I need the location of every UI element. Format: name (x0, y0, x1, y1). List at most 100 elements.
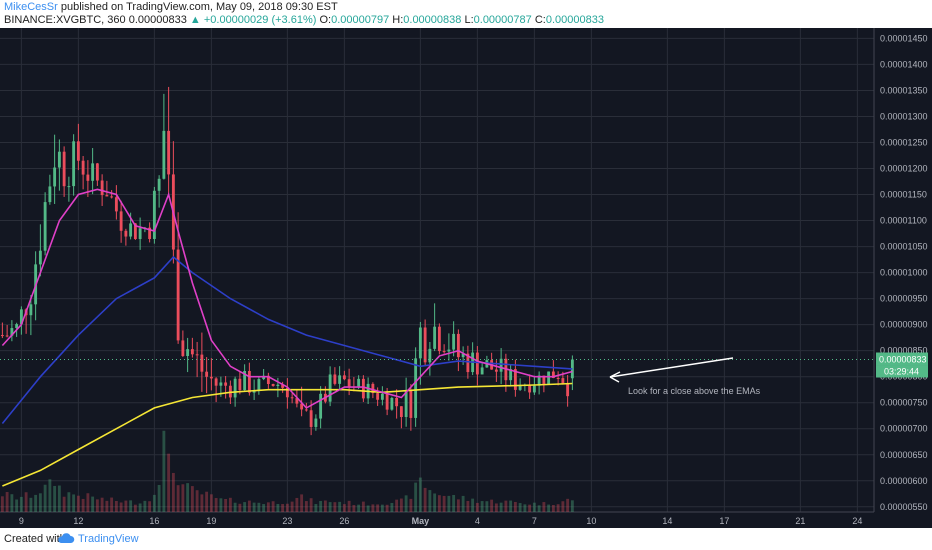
candle-body (276, 384, 280, 387)
candle-body (385, 393, 389, 410)
volume-bar (433, 493, 437, 512)
volume-bar (157, 484, 161, 512)
last-price-box (876, 352, 928, 366)
annotation-arrow (609, 357, 734, 378)
symbol-label: BINANCE:XVGBTC, 360 (4, 14, 126, 26)
volume-bar (547, 504, 551, 512)
x-tick-label: 16 (149, 516, 159, 526)
x-tick-label: 21 (795, 516, 805, 526)
volume-bar (447, 495, 451, 512)
candle-body (157, 178, 161, 191)
candle-body (338, 375, 342, 384)
volume-bar (91, 496, 95, 512)
candle-body (0, 335, 4, 337)
last-price: 0.00000833 (128, 14, 187, 26)
volume-bar (53, 485, 57, 512)
candle-body (214, 378, 218, 386)
candle-body (138, 228, 142, 240)
volume-bar (328, 502, 332, 512)
candle-body (148, 227, 152, 239)
volume-bar (352, 505, 356, 512)
volume-bar (385, 504, 389, 512)
x-tick-label: 23 (282, 516, 292, 526)
candle-body (76, 141, 80, 161)
volume-bar (490, 499, 494, 512)
candle-body (290, 397, 294, 399)
volume-bar (29, 497, 33, 512)
volume-bar (38, 493, 42, 512)
volume-bar (504, 500, 508, 512)
volume-bar (509, 500, 513, 512)
candle-body (347, 379, 351, 387)
candle-body (456, 333, 460, 358)
volume-bar (252, 502, 256, 512)
volume-bar (399, 498, 403, 512)
candle-body (119, 211, 123, 231)
y-tick-label: 0.00001200 (880, 164, 928, 174)
x-tick-label: 14 (662, 516, 672, 526)
publish-line: MikeCesSr published on TradingView.com, … (4, 1, 338, 14)
candle-body (418, 327, 422, 359)
volume-bar (499, 502, 503, 512)
price-chart[interactable]: 0.00001450 0.00001400 0.00001350 0.00001300… (0, 28, 932, 528)
candle-body (300, 403, 304, 410)
volume-bar (409, 498, 413, 512)
candle-body (5, 335, 9, 337)
y-tick-label: 0.00001450 (880, 33, 928, 43)
volume-bar (338, 501, 342, 512)
y-tick-label: 0.00000750 (880, 398, 928, 408)
volume-bar (342, 504, 346, 512)
candle-body (537, 375, 541, 386)
candle-body (209, 376, 213, 379)
candle-body (72, 141, 76, 187)
x-tick-label: 12 (73, 516, 83, 526)
volume-bar (76, 495, 80, 512)
volume-bar (162, 430, 166, 512)
open-label: O: (319, 14, 332, 26)
candle-body (167, 130, 171, 175)
candle-body (81, 160, 85, 175)
volume-bar (304, 501, 308, 512)
volume-bar (43, 484, 47, 512)
countdown-label: 03:29:44 (884, 367, 919, 377)
volume-bar (556, 504, 560, 512)
volume-bar (281, 504, 285, 512)
x-tick-label: 17 (719, 516, 729, 526)
volume-bar (532, 502, 536, 512)
high-value: 0.00000838 (403, 14, 462, 26)
candle-body (423, 327, 427, 363)
volume-bar (167, 453, 171, 512)
volume-bar (24, 492, 28, 512)
volume-bar (309, 498, 313, 512)
volume-bar (561, 501, 565, 512)
candle-body (247, 370, 251, 393)
volume-bar (266, 502, 270, 512)
volume-bar (214, 498, 218, 512)
candle-body (129, 223, 133, 237)
high-label: H: (392, 14, 404, 26)
x-tick-label: 4 (475, 516, 480, 526)
candle-body (186, 349, 190, 357)
y-tick-label: 0.00001300 (880, 111, 928, 121)
volume-bar (380, 504, 384, 512)
candle-body (433, 326, 437, 349)
volume-bar (219, 498, 223, 512)
tradingview-link[interactable]: TradingView (78, 533, 139, 545)
candle-body (509, 369, 513, 381)
symbol-line: BINANCE:XVGBTC, 360 0.00000833 ▲ +0.0000… (4, 14, 604, 27)
candle-body (499, 358, 503, 372)
volume-bar (148, 501, 152, 512)
candle-body (238, 378, 242, 391)
candle-body (342, 375, 346, 380)
volume-bar (138, 503, 142, 512)
author-link[interactable]: MikeCesSr (4, 1, 58, 13)
candle-body (518, 385, 522, 390)
volume-bar (114, 500, 118, 512)
volume-bar (171, 472, 175, 512)
candle-body (195, 354, 199, 356)
candle-body (205, 371, 209, 377)
volume-bar (238, 503, 242, 512)
volume-bar (262, 504, 266, 512)
candle-body (480, 367, 484, 375)
candle-body (466, 353, 470, 373)
